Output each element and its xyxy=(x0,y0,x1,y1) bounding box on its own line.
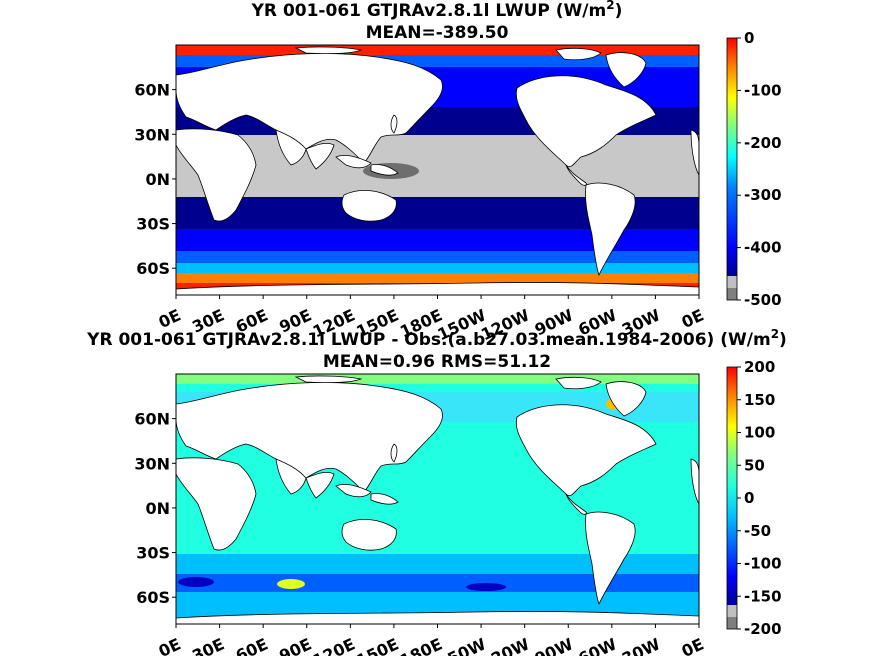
colorbar-tick-label: -300 xyxy=(744,186,782,204)
panel-2-colorbar-ramp xyxy=(727,367,737,605)
colorbar-tick-label: -500 xyxy=(744,291,782,309)
panel-2: YR 001-061 GTJRAv2.8.1l LWUP - Obs.(a.b2… xyxy=(86,327,787,656)
panel-2-colorbar-under-1 xyxy=(727,605,737,617)
colorbar-tick-label: 100 xyxy=(744,424,775,442)
panel-2-colorbar-under-2 xyxy=(727,617,737,629)
colorbar-tick-label: -150 xyxy=(744,587,782,605)
panel-1-title-superscript: 2 xyxy=(606,0,614,12)
panel-2-title-line2: MEAN=0.96 RMS=51.12 xyxy=(323,352,551,372)
panel-2-anomaly-2 xyxy=(277,579,305,589)
panel-2-anomaly-3 xyxy=(466,583,506,591)
panel-2-anomaly-1 xyxy=(178,577,214,587)
y-tick-label: 0N xyxy=(145,170,170,189)
panel-2-band-south-high xyxy=(176,574,699,592)
panel-1-colorbar-frame xyxy=(726,37,738,301)
panel-1-band-arctic xyxy=(176,45,699,55)
x-tick-label: 90W xyxy=(532,634,577,656)
panel-1-colorbar: 0 -100 -200 -300 -400 -500 xyxy=(726,29,782,309)
colorbar-tick-label: -400 xyxy=(744,239,782,257)
colorbar-tick-label: -100 xyxy=(744,555,782,573)
panel-1-title-line2: MEAN=-389.50 xyxy=(366,23,509,43)
panel-1-colorbar-ramp xyxy=(727,38,737,276)
y-tick-label: 30S xyxy=(136,215,170,234)
panel-1-band-south-polar xyxy=(176,263,699,273)
panel-1: YR 001-061 GTJRAv2.8.1l LWUP (W/m2) MEAN… xyxy=(134,0,781,344)
panel-1-band-south-ice xyxy=(176,273,699,283)
panel-2-map xyxy=(176,374,699,624)
y-tick-label: 30N xyxy=(134,454,170,473)
panel-2-colorbar: 200 150 100 50 0 -50 -100 -150 -200 xyxy=(726,358,782,638)
x-tick-label: 120W xyxy=(478,634,533,656)
colorbar-tick-label: 150 xyxy=(744,391,775,409)
colorbar-tick-label: 200 xyxy=(744,358,775,376)
x-tick-label: 30E xyxy=(189,634,227,656)
colorbar-tick-label: -200 xyxy=(744,620,782,638)
panel-2-band-south-mid xyxy=(176,554,699,574)
x-tick-label: 30W xyxy=(619,634,664,656)
x-tick-label: 0E xyxy=(679,634,707,656)
panel-1-title-line1: YR 001-061 GTJRAv2.8.1l LWUP (W/m2) xyxy=(251,0,623,21)
panel-1-map xyxy=(176,45,699,295)
colorbar-tick-label: 50 xyxy=(744,456,765,474)
y-tick-label: 60N xyxy=(134,81,170,100)
colorbar-tick-label: 0 xyxy=(744,489,754,507)
y-tick-label: 60S xyxy=(136,588,170,607)
colorbar-tick-label: -200 xyxy=(744,134,782,152)
panel-1-colorbar-under-1 xyxy=(727,276,737,288)
panel-1-band-south-high xyxy=(176,251,699,263)
colorbar-tick-label: -50 xyxy=(744,522,771,540)
panel-1-colorbar-under-2 xyxy=(727,288,737,300)
y-tick-label: 60N xyxy=(134,410,170,429)
colorbar-tick-label: 0 xyxy=(744,29,754,47)
x-tick-label: 60W xyxy=(575,634,620,656)
panel-1-colorbar-ticks: 0 -100 -200 -300 -400 -500 xyxy=(737,29,782,309)
panel-1-y-axis: 60N 30N 0N 30S 60S xyxy=(134,81,176,278)
x-tick-label: 150W xyxy=(434,634,489,656)
panel-2-colorbar-ticks: 200 150 100 50 0 -50 -100 -150 -200 xyxy=(737,358,782,638)
y-tick-label: 60S xyxy=(136,259,170,278)
y-tick-label: 30N xyxy=(134,125,170,144)
x-tick-label: 0E xyxy=(156,305,184,332)
x-tick-label: 120E xyxy=(310,634,358,656)
x-tick-label: 60E xyxy=(233,634,271,656)
panel-2-y-axis: 60N 30N 0N 30S 60S xyxy=(134,410,176,607)
panel-1-band-south-mid xyxy=(176,229,699,251)
x-tick-label: 150E xyxy=(353,634,401,656)
colorbar-tick-label: -100 xyxy=(744,81,782,99)
x-tick-label: 0E xyxy=(156,634,184,656)
panel-2-band-arctic xyxy=(176,374,699,384)
x-tick-label: 180E xyxy=(397,634,445,656)
y-tick-label: 30S xyxy=(136,544,170,563)
x-tick-label: 0E xyxy=(679,305,707,332)
y-tick-label: 0N xyxy=(145,499,170,518)
panel-2-title-line1: YR 001-061 GTJRAv2.8.1l LWUP - Obs.(a.b2… xyxy=(86,327,787,350)
panel-2-title-superscript: 2 xyxy=(771,327,779,341)
